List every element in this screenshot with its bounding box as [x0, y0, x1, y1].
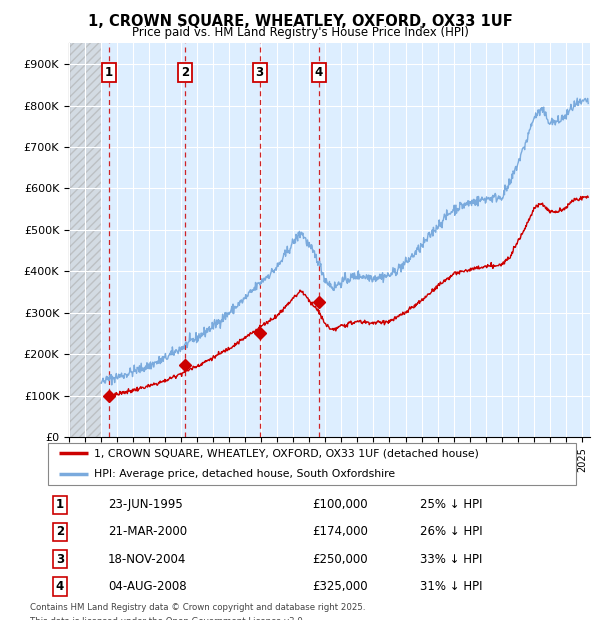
Text: 4: 4 [56, 580, 64, 593]
Text: 2: 2 [56, 526, 64, 538]
Text: £100,000: £100,000 [312, 498, 368, 511]
Text: 3: 3 [56, 553, 64, 565]
Text: 26% ↓ HPI: 26% ↓ HPI [420, 526, 482, 538]
FancyBboxPatch shape [48, 443, 576, 485]
Text: This data is licensed under the Open Government Licence v3.0.: This data is licensed under the Open Gov… [30, 617, 305, 620]
Text: 31% ↓ HPI: 31% ↓ HPI [420, 580, 482, 593]
Text: 33% ↓ HPI: 33% ↓ HPI [420, 553, 482, 565]
Text: £250,000: £250,000 [312, 553, 368, 565]
Text: 3: 3 [256, 66, 263, 79]
Text: £325,000: £325,000 [312, 580, 368, 593]
Text: 04-AUG-2008: 04-AUG-2008 [108, 580, 187, 593]
Text: 1, CROWN SQUARE, WHEATLEY, OXFORD, OX33 1UF: 1, CROWN SQUARE, WHEATLEY, OXFORD, OX33 … [88, 14, 512, 29]
Text: 18-NOV-2004: 18-NOV-2004 [108, 553, 187, 565]
Text: 1, CROWN SQUARE, WHEATLEY, OXFORD, OX33 1UF (detached house): 1, CROWN SQUARE, WHEATLEY, OXFORD, OX33 … [94, 448, 479, 458]
Text: 4: 4 [314, 66, 323, 79]
Text: HPI: Average price, detached house, South Oxfordshire: HPI: Average price, detached house, Sout… [94, 469, 395, 479]
Text: 2: 2 [181, 66, 189, 79]
Text: 23-JUN-1995: 23-JUN-1995 [108, 498, 183, 511]
Text: Price paid vs. HM Land Registry's House Price Index (HPI): Price paid vs. HM Land Registry's House … [131, 26, 469, 39]
Text: 1: 1 [104, 66, 113, 79]
Text: 1: 1 [56, 498, 64, 511]
Bar [69, 43, 101, 437]
Text: 21-MAR-2000: 21-MAR-2000 [108, 526, 187, 538]
Text: Contains HM Land Registry data © Crown copyright and database right 2025.: Contains HM Land Registry data © Crown c… [30, 603, 365, 613]
Text: £174,000: £174,000 [312, 526, 368, 538]
Text: 25% ↓ HPI: 25% ↓ HPI [420, 498, 482, 511]
